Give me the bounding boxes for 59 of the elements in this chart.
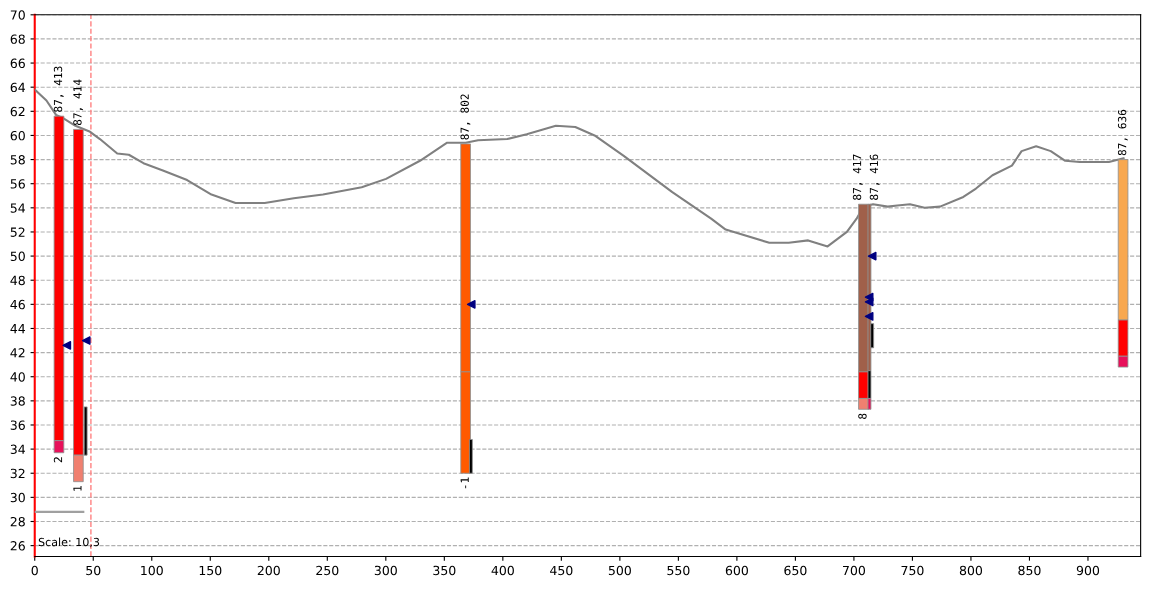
x-tick-label: 550 — [667, 565, 690, 576]
y-tick-label: 52 — [10, 227, 25, 237]
y-tick-label: 60 — [10, 130, 25, 141]
x-tick-label: 850 — [1018, 565, 1041, 576]
x-tick-label: 800 — [959, 565, 983, 576]
x-tick-label: 250 — [316, 565, 339, 576]
annotation: 87, 416 — [869, 154, 880, 200]
y-tick-label: 28 — [10, 516, 25, 527]
y-tick-label: 68 — [10, 34, 25, 44]
annotation: 87, 414 — [73, 79, 84, 126]
y-tick-label: 26 — [10, 541, 25, 551]
annotation: 87, 636 — [1117, 109, 1128, 156]
annotation: 8 — [858, 413, 867, 419]
x-tick-label: 400 — [491, 565, 514, 576]
annotation: -1 — [460, 477, 469, 489]
point — [81, 336, 91, 345]
point — [864, 297, 874, 307]
annotation: Scale: 10,3 — [38, 537, 100, 548]
y-tick-label: 30 — [10, 492, 25, 503]
x-tick-label: 700 — [843, 565, 866, 576]
x-tick-label: 350 — [433, 565, 456, 576]
point — [864, 312, 874, 321]
x-tick-label: 900 — [1076, 565, 1100, 576]
y-tick-label: 64 — [10, 82, 26, 93]
y-tick-label: 56 — [10, 179, 25, 189]
x-tick-label: 500 — [608, 565, 631, 576]
point — [867, 251, 877, 261]
y-tick-label: 70 — [10, 10, 25, 20]
x-tick-label: 300 — [374, 565, 397, 576]
x-tick-label: 150 — [199, 565, 222, 576]
x-tick-label: 600 — [725, 565, 748, 576]
y-tick-label: 62 — [10, 106, 25, 117]
x-tick-label: 100 — [141, 565, 163, 576]
y-tick-label: 38 — [10, 396, 25, 406]
y-tick-label: 44 — [10, 324, 26, 334]
annotation: 87, 413 — [53, 66, 64, 112]
annotation: 87, 802 — [460, 94, 471, 140]
x-tick-label: 750 — [901, 565, 924, 576]
annotation: 1 — [73, 486, 82, 491]
x-tick-label: 0 — [31, 565, 38, 576]
annotation: 87, 417 — [852, 154, 863, 200]
y-tick-label: 50 — [10, 251, 25, 262]
y-tick-label: 48 — [10, 275, 25, 286]
x-tick-label: 200 — [257, 565, 280, 576]
y-tick-label: 58 — [10, 155, 25, 165]
annotation: 2 — [53, 457, 63, 463]
x-tick-label: 650 — [784, 565, 807, 576]
y-tick-label: 34 — [10, 444, 26, 455]
y-tick-label: 42 — [10, 348, 25, 358]
point — [62, 340, 72, 350]
x-tick-label: 50 — [86, 565, 101, 576]
y-tick-label: 36 — [10, 420, 25, 430]
y-tick-label: 32 — [10, 468, 25, 479]
y-tick-label: 40 — [10, 372, 25, 382]
y-tick-label: 46 — [10, 299, 25, 310]
point — [466, 299, 476, 309]
y-tick-label: 54 — [10, 203, 26, 213]
x-tick-label: 450 — [550, 565, 573, 576]
y-tick-label: 66 — [10, 58, 25, 68]
